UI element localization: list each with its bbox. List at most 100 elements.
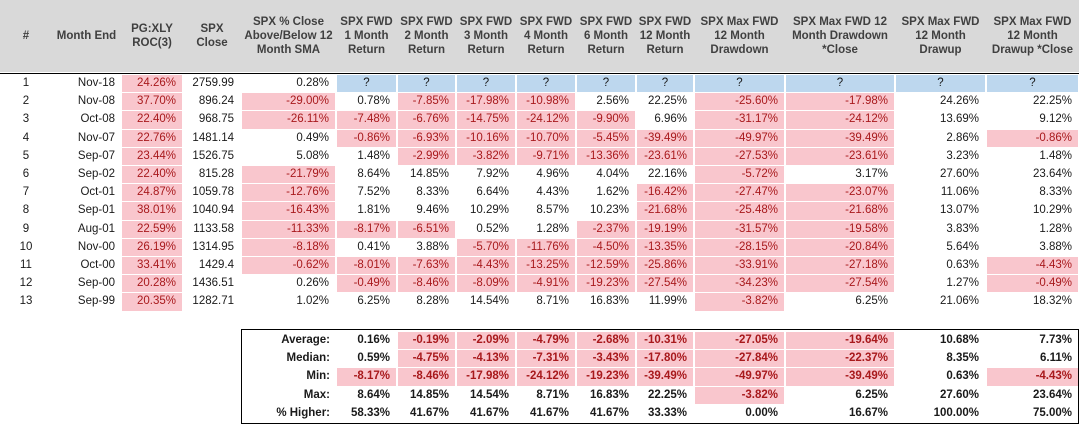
summary-value: -2.09% [457, 332, 515, 350]
header-cell: # [0, 0, 52, 72]
return-cell: 4.96% [536, 168, 569, 180]
row-number: 4 [22, 131, 30, 144]
return-cell: 6.25% [855, 295, 888, 308]
return-cell: 23.64% [1032, 168, 1072, 180]
summary-value: -4.75% [398, 350, 455, 368]
summary-value: -17.80% [637, 350, 693, 368]
roc-cell: 26.19% [122, 238, 182, 256]
return-cell: 9.12% [1039, 113, 1072, 126]
summary-value: 58.33% [350, 406, 390, 419]
return-cell: -6.93% [398, 129, 455, 147]
month-end-cell: Sep-07 [77, 149, 115, 162]
return-cell: 24.26% [939, 95, 979, 108]
summary-value: -17.98% [457, 368, 515, 386]
return-cell: -3.82% [695, 293, 784, 311]
row-number: 1 [22, 77, 30, 89]
return-cell: 7.52% [357, 186, 390, 199]
header-divider [0, 73, 1079, 74]
return-cell: 8.57% [536, 204, 569, 217]
return-cell: -4.91% [517, 275, 575, 293]
summary-value: 14.54% [469, 388, 509, 401]
return-cell: 4.04% [596, 168, 629, 180]
return-cell: 1.48% [357, 149, 390, 162]
header-cell: SPX FWD 1 Month Return [336, 0, 397, 72]
spx-close-cell: 1133.58 [193, 222, 234, 235]
summary-value: 16.67% [848, 406, 888, 419]
return-cell: 1.28% [536, 222, 569, 235]
summary-value: -19.64% [786, 332, 894, 350]
month-end-cell: Oct-08 [80, 113, 115, 126]
return-cell: 0.49% [296, 131, 329, 144]
summary-value: -22.37% [786, 350, 894, 368]
summary-value: -39.49% [637, 368, 693, 386]
return-cell: -0.86% [987, 129, 1078, 147]
summary-value: 8.64% [357, 388, 390, 401]
return-cell: -4.50% [577, 238, 635, 256]
month-end-cell: Sep-02 [77, 168, 115, 180]
return-cell: -19.23% [577, 275, 635, 293]
header-cell: Month End [52, 0, 121, 72]
header-cell: SPX FWD 3 Month Return [456, 0, 516, 72]
return-cell: -27.53% [695, 147, 784, 165]
return-cell: 8.33% [1039, 186, 1072, 199]
roc-cell: 38.01% [122, 202, 182, 220]
return-cell: 2.56% [596, 95, 629, 108]
return-cell: -11.33% [242, 220, 335, 238]
return-cell: 0.78% [357, 95, 390, 108]
roc-cell: 20.28% [122, 275, 182, 293]
return-cell: 22.16% [647, 168, 687, 180]
return-cell: 1.62% [596, 186, 629, 199]
summary-value: 23.64% [1032, 388, 1072, 401]
summary-value: 100.00% [933, 406, 979, 419]
return-cell: 0.63% [946, 259, 979, 271]
return-cell: -10.70% [517, 129, 575, 147]
summary-value: 41.67% [589, 406, 629, 419]
header-cell: SPX FWD 4 Month Return [516, 0, 576, 72]
spx-close-cell: 1436.51 [192, 277, 234, 290]
return-cell: -3.82% [457, 147, 515, 165]
row-number: 11 [20, 259, 32, 271]
return-cell: 8.64% [357, 168, 390, 180]
pending-cell: ? [637, 75, 693, 93]
return-cell: -9.71% [517, 147, 575, 165]
return-cell: 3.88% [416, 240, 449, 253]
return-cell: -20.84% [786, 238, 894, 256]
return-cell: -8.17% [337, 220, 396, 238]
return-cell: 10.29% [469, 204, 509, 217]
pending-cell: ? [337, 75, 396, 93]
month-end-cell: Sep-99 [77, 295, 115, 308]
return-cell: -29.00% [242, 93, 335, 111]
summary-value: -0.19% [398, 332, 455, 350]
pending-cell: ? [517, 75, 575, 93]
row-number: 8 [22, 204, 30, 217]
return-cell: -23.61% [637, 147, 693, 165]
spx-close-cell: 815.28 [198, 168, 234, 180]
return-cell: -21.79% [242, 166, 335, 184]
pending-cell: ? [987, 75, 1078, 93]
return-cell: -23.07% [786, 184, 894, 202]
return-cell: -0.49% [337, 275, 396, 293]
summary-box [241, 329, 1079, 424]
summary-label: Median: [286, 352, 330, 365]
return-cell: -8.01% [337, 257, 396, 275]
summary-value: -8.17% [337, 368, 396, 386]
month-end-cell: Oct-00 [80, 259, 115, 271]
return-cell: 1.02% [296, 295, 329, 308]
row-number: 12 [19, 277, 33, 290]
return-cell: -25.60% [695, 93, 784, 111]
return-cell: -19.58% [786, 220, 894, 238]
summary-value: 8.71% [536, 388, 569, 401]
summary-value: -49.97% [695, 368, 784, 386]
return-cell: -25.86% [637, 257, 693, 275]
return-cell: 4.43% [536, 186, 569, 199]
summary-value: 22.25% [647, 388, 687, 401]
return-cell: -27.47% [695, 184, 784, 202]
return-cell: 14.54% [469, 295, 509, 308]
return-cell: 22.25% [647, 95, 687, 108]
roc-cell: 22.59% [122, 220, 182, 238]
return-cell: -6.51% [398, 220, 455, 238]
return-cell: -4.43% [457, 257, 515, 275]
roc-cell: 23.44% [122, 147, 182, 165]
summary-value: -4.13% [457, 350, 515, 368]
